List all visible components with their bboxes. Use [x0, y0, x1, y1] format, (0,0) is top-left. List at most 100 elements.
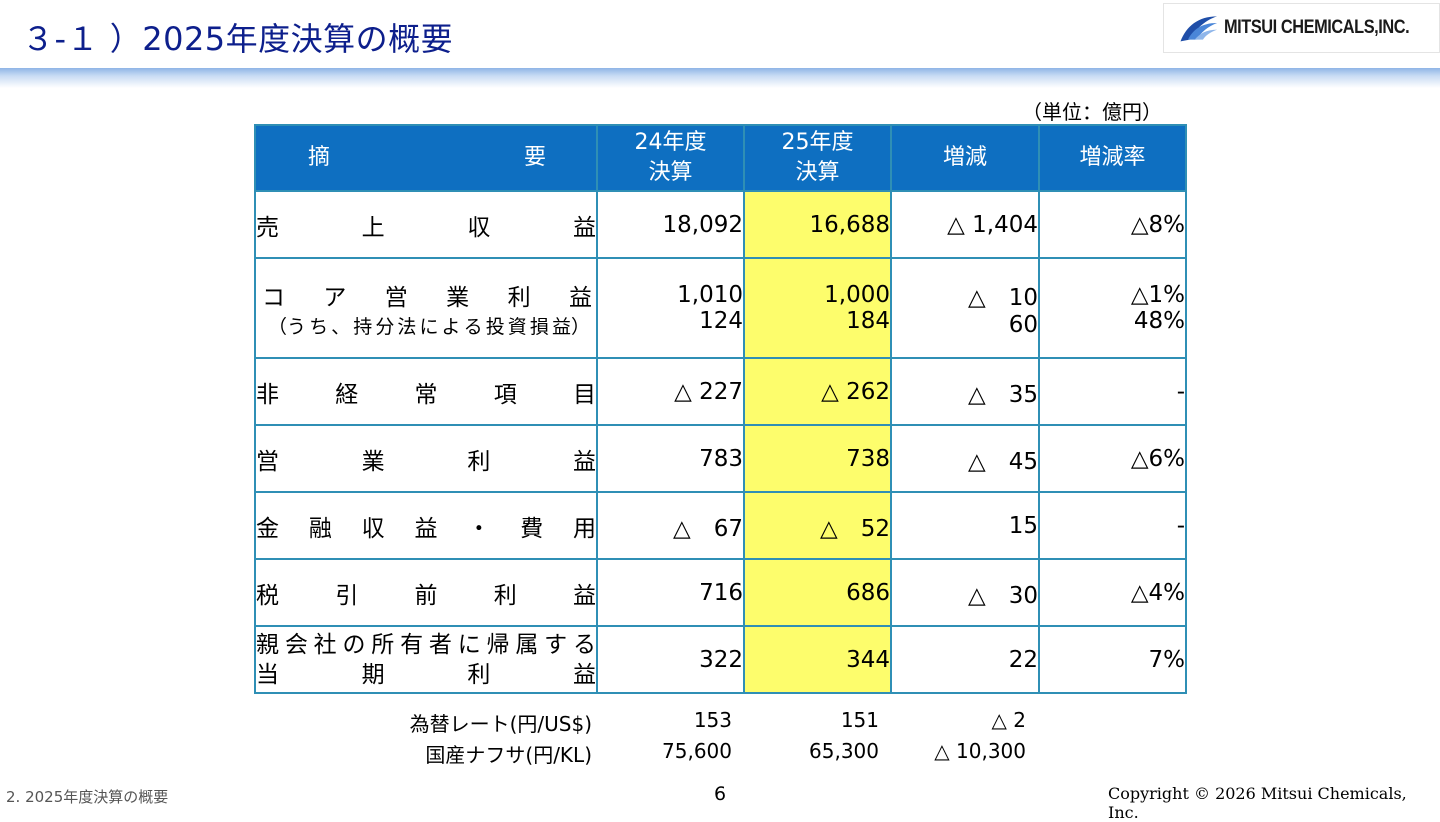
label-char: 親	[256, 631, 279, 658]
value-fy24: 1,010 124	[596, 257, 745, 359]
naphtha-change: △ 10,300	[934, 739, 1026, 763]
value-fy25: 738	[743, 424, 892, 493]
label-char: 目	[573, 381, 596, 408]
equity-fy25: 184	[846, 308, 890, 334]
value-fy25: △ 52	[743, 491, 892, 560]
header-fy25-line1: 25年度	[781, 130, 854, 155]
label-char: 利	[467, 661, 491, 688]
value-fy24: △ 67	[596, 491, 745, 560]
label-char: す	[544, 631, 568, 658]
sub-label-char: 持	[353, 315, 373, 338]
value-change: △ 1,404	[890, 190, 1040, 259]
equity-change: 60	[1008, 312, 1038, 338]
fx-label: 為替レート(円/US$)	[409, 712, 592, 736]
wave-logo-icon	[1180, 16, 1218, 42]
value-fy25: △ 262	[743, 357, 892, 426]
label-char: 用	[572, 515, 596, 542]
label-char: 営	[384, 284, 408, 311]
header-change: 増減	[890, 124, 1040, 192]
label-char: 営	[256, 448, 279, 475]
label-char: 者	[428, 631, 452, 658]
label-char: 非	[256, 381, 279, 408]
sub-label-char: よ	[441, 315, 461, 338]
sub-label: （う ち 、 持 分 法 に よ る 投 資 損 益）	[256, 312, 596, 339]
label-char: 益	[568, 284, 592, 311]
label-char: ア	[323, 284, 347, 311]
table-row: コ ア 営 業 利 益 （う ち 、 持	[254, 257, 1187, 359]
label-char: 益	[572, 448, 596, 475]
sub-label-char: る	[463, 315, 483, 338]
value-rate: △4%	[1038, 558, 1187, 627]
label-char: 社	[313, 631, 337, 658]
table-row: 非 経 常 項 目 △ 227 △ 262 △ 35 -	[254, 357, 1187, 426]
fx-fy24: 153	[693, 708, 732, 732]
footer-section: 2. 2025年度決算の概要	[6, 788, 169, 806]
equity-fy24: 124	[699, 308, 743, 334]
header-fy24: 24年度 決算	[596, 124, 745, 192]
financial-summary-table: 摘 要 24年度 決算 25年度 決算 増減 増減率 売 上 収	[254, 124, 1187, 694]
sub-label-char: 投	[485, 315, 505, 338]
sub-label-char: 、	[331, 315, 351, 338]
label-char: 益	[414, 515, 438, 542]
label-char: 帰	[486, 631, 510, 658]
label-char: 売	[256, 214, 279, 241]
value-fy25: 16,688	[743, 190, 892, 259]
label-char: 経	[335, 381, 359, 408]
header-fy25: 25年度 決算	[743, 124, 892, 192]
value-fy24: 322	[596, 625, 745, 694]
label-char: 収	[467, 214, 491, 241]
page-title: ３-１ ）2025年度決算の概要	[22, 20, 454, 58]
header-fy24-line2: 決算	[648, 160, 693, 185]
value-change: △ 10 60	[890, 257, 1040, 359]
fx-change: △ 2	[991, 708, 1026, 732]
header-band	[0, 68, 1440, 88]
label-char: 利	[467, 448, 491, 475]
table-row: 親 会 社 の 所 有 者 に 帰 属 す る 当 期 利 益	[254, 625, 1187, 694]
label-char: 業	[446, 284, 470, 311]
value-change: △ 30	[890, 558, 1040, 627]
copyright: Copyright © 2026 Mitsui Chemicals, Inc.	[1108, 784, 1407, 822]
label-char: 利	[507, 284, 531, 311]
value-rate: △8%	[1038, 190, 1187, 259]
label-char: 益	[573, 582, 596, 609]
label-char: 有	[400, 631, 424, 658]
label-char: 属	[515, 631, 539, 658]
row-label: 営 業 利 益	[254, 424, 598, 493]
value-fy24: 783	[596, 424, 745, 493]
label-char: 所	[371, 631, 395, 658]
value-fy25: 686	[743, 558, 892, 627]
label-char: 上	[361, 214, 385, 241]
value-rate: -	[1038, 357, 1187, 426]
table-row: 営 業 利 益 783 738 △ 45 △6%	[254, 424, 1187, 493]
row-label: 親 会 社 の 所 有 者 に 帰 属 す る 当 期 利 益	[254, 625, 598, 694]
label-char: 益	[572, 661, 596, 688]
core-rate: △1%	[1130, 282, 1185, 308]
value-fy25: 344	[743, 625, 892, 694]
row-label: 売 上 収 益	[254, 190, 598, 259]
value-change: 15	[890, 491, 1040, 560]
company-logo: MITSUI CHEMICALS,INC.	[1163, 3, 1440, 53]
equity-rate: 48%	[1133, 308, 1185, 334]
value-change: △ 35	[890, 357, 1040, 426]
value-fy24: △ 227	[596, 357, 745, 426]
value-rate: △1% 48%	[1038, 257, 1187, 359]
row-label: 金 融 収 益 ・ 費 用	[254, 491, 598, 560]
table-header-row: 摘 要 24年度 決算 25年度 決算 増減 増減率	[254, 124, 1187, 192]
value-fy24: 716	[596, 558, 745, 627]
label-char: 前	[414, 582, 438, 609]
table-row: 金 融 収 益 ・ 費 用 △ 67 △ 52 15 -	[254, 491, 1187, 560]
label-char: 業	[361, 448, 385, 475]
value-rate: △6%	[1038, 424, 1187, 493]
sub-label-char: （う	[268, 315, 307, 338]
label-char: に	[457, 631, 481, 658]
naphtha-fy24: 75,600	[662, 739, 732, 763]
core-change: △ 10	[968, 285, 1038, 311]
value-rate: -	[1038, 491, 1187, 560]
label-char: 益	[572, 214, 596, 241]
row-label: コ ア 営 業 利 益 （う ち 、 持	[254, 257, 598, 359]
header-fy25-line2: 決算	[795, 160, 840, 185]
sub-label-char: 益）	[551, 315, 590, 338]
header-fy24-line1: 24年度	[634, 130, 707, 155]
label-char: 金	[256, 515, 279, 542]
label-char: 常	[414, 381, 438, 408]
